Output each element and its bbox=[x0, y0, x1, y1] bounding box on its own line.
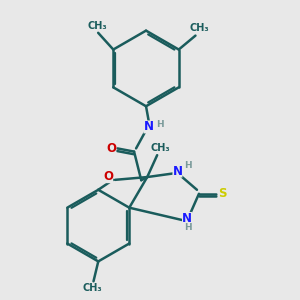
Text: S: S bbox=[218, 187, 226, 200]
Text: H: H bbox=[184, 160, 192, 169]
Text: CH₃: CH₃ bbox=[82, 284, 102, 293]
Text: CH₃: CH₃ bbox=[190, 23, 209, 33]
Text: O: O bbox=[106, 142, 116, 155]
Text: N: N bbox=[172, 165, 182, 178]
Text: H: H bbox=[184, 223, 192, 232]
Text: N: N bbox=[143, 120, 153, 134]
Text: CH₃: CH₃ bbox=[151, 143, 170, 153]
Text: H: H bbox=[156, 120, 164, 129]
Text: N: N bbox=[182, 212, 192, 225]
Text: CH₃: CH₃ bbox=[88, 21, 107, 31]
Text: O: O bbox=[103, 170, 113, 183]
